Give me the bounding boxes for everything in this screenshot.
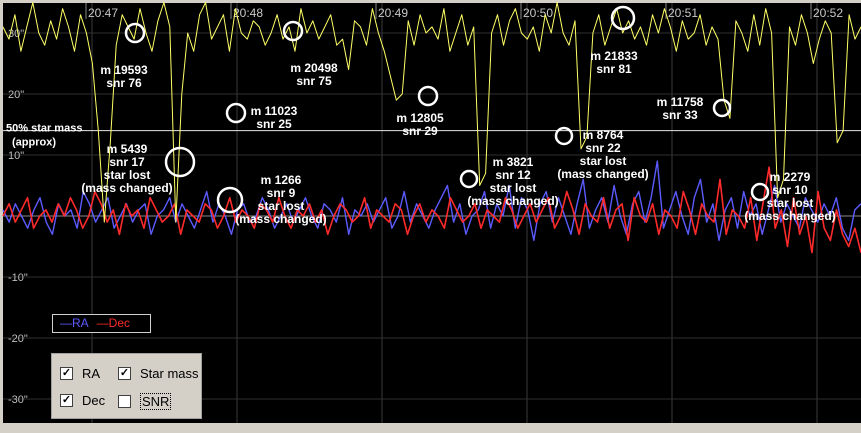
dec-toggle-label: Dec	[82, 393, 106, 408]
snr-checkbox[interactable]	[118, 395, 131, 408]
snr-toggle[interactable]: SNR	[118, 393, 172, 410]
ra-checkbox[interactable]	[60, 367, 73, 380]
series-legend: —RA —Dec	[52, 314, 151, 333]
star-mass-toggle-label: Star mass	[140, 366, 199, 381]
series-toggle-panel: RA Star mass Dec SNR	[51, 353, 202, 419]
dec-checkbox[interactable]	[60, 394, 73, 407]
snr-toggle-label: SNR	[140, 393, 172, 410]
star-mass-toggle[interactable]: Star mass	[118, 366, 199, 381]
legend-ra: —RA	[60, 316, 89, 330]
ra-toggle-label: RA	[82, 366, 101, 381]
legend-dec: —Dec	[96, 316, 131, 330]
dec-toggle[interactable]: Dec	[60, 393, 105, 408]
star-mass-checkbox[interactable]	[118, 367, 131, 380]
ra-toggle[interactable]: RA	[60, 366, 100, 381]
